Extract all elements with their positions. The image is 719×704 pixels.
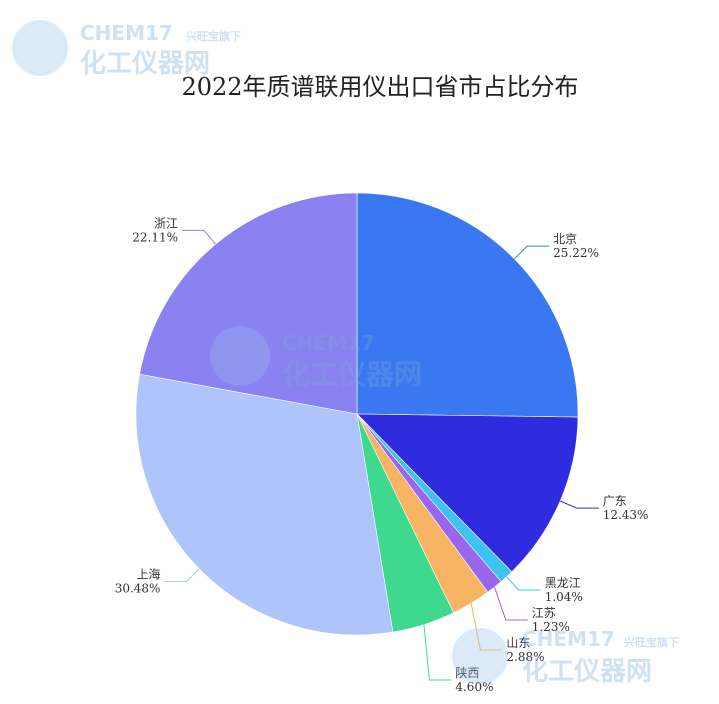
pie-slice xyxy=(356,192,579,418)
watermark-name: 化工仪器网 xyxy=(282,358,422,391)
pie-slice xyxy=(135,373,394,636)
watermark-bottom: CHEM17 兴旺宝旗下 化工仪器网 xyxy=(452,627,679,687)
slice-label: 广东 xyxy=(603,494,627,508)
slice-value-label: 1.04% xyxy=(545,590,583,604)
leader-line xyxy=(494,586,528,621)
slice-value-label: 12.43% xyxy=(603,508,649,522)
watermark-brand: CHEM17 xyxy=(80,21,173,45)
chart-title: 2022年质谱联用仪出口省市占比分布 xyxy=(181,73,578,101)
slice-label: 陕西 xyxy=(455,665,479,680)
leader-line xyxy=(470,603,503,651)
slice-label: 浙江 xyxy=(154,216,178,230)
watermark-tagline: 兴旺宝旗下 xyxy=(624,635,679,649)
pie-slice xyxy=(139,192,358,415)
slice-value-label: 2.88% xyxy=(506,650,544,664)
slice-value-label: 22.11% xyxy=(132,230,178,244)
slice-label: 山东 xyxy=(506,636,530,650)
leader-line xyxy=(559,500,599,509)
slice-value-label: 1.23% xyxy=(532,620,570,634)
slice-label: 黑龙江 xyxy=(545,576,581,590)
watermark-top: CHEM17 兴旺宝旗下 化工仪器网 xyxy=(12,20,241,79)
slice-value-label: 25.22% xyxy=(553,246,599,260)
watermark-center: CHEM17 化工仪器网 xyxy=(210,326,422,391)
watermark-name: 化工仪器网 xyxy=(522,657,652,687)
watermark-name: 化工仪器网 xyxy=(80,49,210,79)
leader-line xyxy=(182,229,216,245)
leader-line xyxy=(514,245,550,260)
watermark-brand: CHEM17 xyxy=(522,627,615,651)
leader-line xyxy=(423,624,452,681)
leader-line xyxy=(506,576,541,591)
pie-slice xyxy=(356,413,579,573)
slice-value-label: 4.60% xyxy=(455,680,493,694)
slice-label: 江苏 xyxy=(532,606,556,620)
slice-label: 北京 xyxy=(553,232,577,246)
watermark-brand: CHEM17 xyxy=(282,331,375,355)
leader-line xyxy=(164,568,200,582)
watermark-tagline: 兴旺宝旗下 xyxy=(186,29,241,43)
slice-label: 上海 xyxy=(136,566,160,581)
slice-value-label: 30.48% xyxy=(115,581,161,595)
